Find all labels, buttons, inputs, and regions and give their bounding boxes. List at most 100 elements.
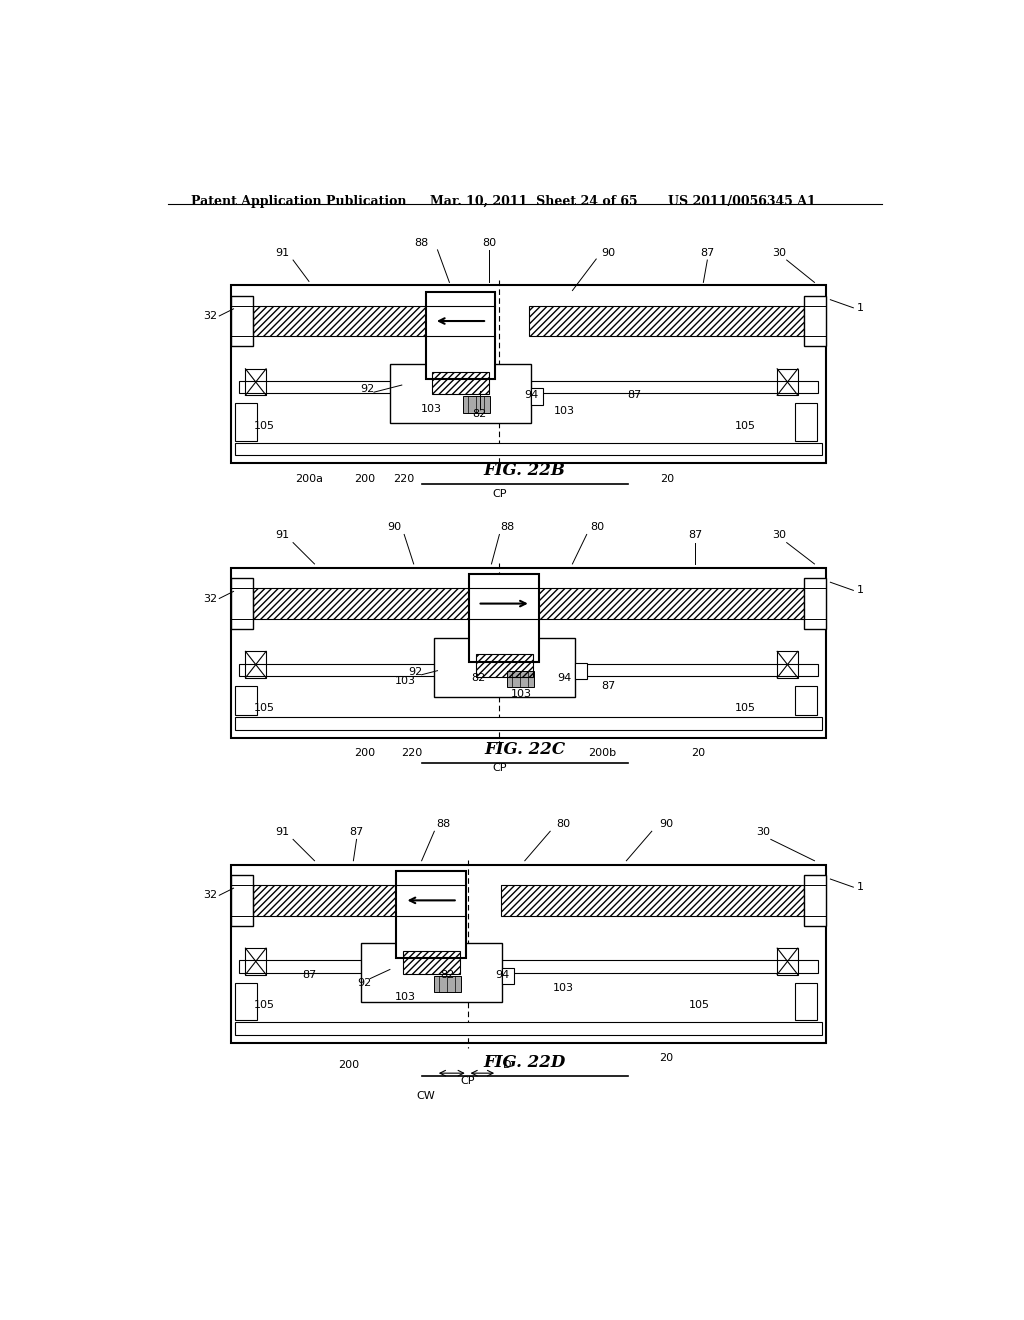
Text: 200b: 200b	[589, 748, 616, 758]
Text: 103: 103	[511, 689, 532, 700]
Text: FIG. 22C: FIG. 22C	[484, 742, 565, 759]
Text: 94: 94	[524, 391, 539, 400]
Text: 105: 105	[254, 421, 275, 430]
Text: 105: 105	[735, 421, 756, 430]
Text: 88: 88	[436, 820, 451, 829]
Text: 20: 20	[691, 748, 705, 758]
Bar	[777, 368, 798, 395]
Bar	[231, 578, 253, 630]
Bar	[246, 368, 266, 395]
Bar	[360, 942, 502, 1002]
Text: 87: 87	[688, 531, 702, 540]
Text: 90: 90	[659, 820, 673, 829]
Text: CW: CW	[416, 1090, 435, 1101]
Bar	[432, 372, 489, 395]
Bar	[463, 396, 490, 412]
Text: 92: 92	[360, 384, 375, 395]
Text: 220: 220	[393, 474, 415, 483]
Text: 200: 200	[354, 474, 375, 483]
Text: 200: 200	[354, 748, 375, 758]
Bar	[236, 718, 822, 730]
Bar	[531, 388, 543, 405]
Bar	[402, 952, 460, 974]
Text: 103: 103	[552, 983, 573, 993]
Bar	[236, 444, 822, 455]
Text: 87: 87	[302, 970, 316, 979]
Text: 82: 82	[472, 408, 486, 418]
Text: 103: 103	[421, 404, 441, 414]
Text: 91: 91	[275, 248, 290, 257]
Text: 32: 32	[203, 594, 217, 603]
Text: 20: 20	[660, 474, 675, 483]
Bar	[236, 686, 257, 715]
Text: 91: 91	[275, 531, 290, 540]
Bar	[804, 875, 826, 925]
Text: 82: 82	[440, 970, 455, 979]
Text: 220: 220	[401, 748, 423, 758]
Text: 32: 32	[203, 312, 217, 321]
Text: 105: 105	[689, 1001, 710, 1010]
Text: 87: 87	[700, 248, 715, 257]
Text: 1: 1	[856, 585, 863, 595]
Text: 200a: 200a	[295, 474, 323, 483]
Text: 103: 103	[554, 407, 575, 417]
Bar	[231, 296, 253, 346]
Text: 91: 91	[275, 828, 290, 837]
Text: Mar. 10, 2011  Sheet 24 of 65: Mar. 10, 2011 Sheet 24 of 65	[430, 195, 637, 209]
Text: 103: 103	[395, 991, 417, 1002]
Bar	[236, 404, 257, 441]
Bar	[795, 686, 817, 715]
Bar	[246, 948, 266, 974]
Text: FIG. 22B: FIG. 22B	[484, 462, 565, 479]
Text: 90: 90	[601, 248, 615, 257]
Bar	[804, 296, 826, 346]
Bar	[475, 655, 532, 677]
Bar	[574, 663, 587, 680]
Text: 88: 88	[415, 238, 429, 248]
Text: 105: 105	[735, 704, 756, 713]
Bar	[502, 968, 514, 985]
Text: Patent Application Publication: Patent Application Publication	[191, 195, 407, 209]
Text: 1: 1	[856, 302, 863, 313]
Text: 92: 92	[409, 667, 423, 677]
Bar	[246, 651, 266, 677]
Text: 103: 103	[395, 676, 417, 686]
Bar	[231, 865, 826, 1043]
Text: 32: 32	[203, 890, 217, 900]
Bar	[531, 589, 804, 619]
Bar	[528, 306, 804, 337]
Bar	[426, 292, 496, 379]
Text: US 2011/0056345 A1: US 2011/0056345 A1	[668, 195, 815, 209]
Text: 87: 87	[627, 391, 641, 400]
Bar	[231, 875, 253, 925]
Text: 105: 105	[254, 1001, 275, 1010]
Text: 105: 105	[254, 704, 275, 713]
Bar	[777, 651, 798, 677]
Text: CP: CP	[493, 488, 507, 499]
Text: 30: 30	[772, 531, 785, 540]
Text: 1: 1	[856, 882, 863, 892]
Bar	[253, 306, 481, 337]
Text: 20: 20	[659, 1053, 673, 1063]
Bar	[236, 1022, 822, 1035]
Bar	[231, 568, 826, 738]
Bar	[469, 574, 539, 661]
Bar	[253, 886, 445, 916]
Text: 87: 87	[349, 828, 364, 837]
Text: 200: 200	[338, 1060, 359, 1071]
Bar	[240, 381, 818, 393]
Bar	[501, 886, 804, 916]
Bar	[236, 982, 257, 1020]
Bar	[396, 871, 466, 958]
Bar	[507, 671, 534, 686]
Text: CP: CP	[493, 763, 507, 774]
Text: 80: 80	[482, 238, 497, 248]
Bar	[433, 638, 574, 697]
Text: 92: 92	[357, 978, 372, 987]
Bar	[434, 975, 461, 991]
Text: 30: 30	[756, 828, 770, 837]
Text: 94: 94	[557, 673, 571, 682]
Text: CP: CP	[461, 1076, 475, 1086]
Bar	[390, 364, 531, 422]
Text: 80: 80	[591, 523, 605, 532]
